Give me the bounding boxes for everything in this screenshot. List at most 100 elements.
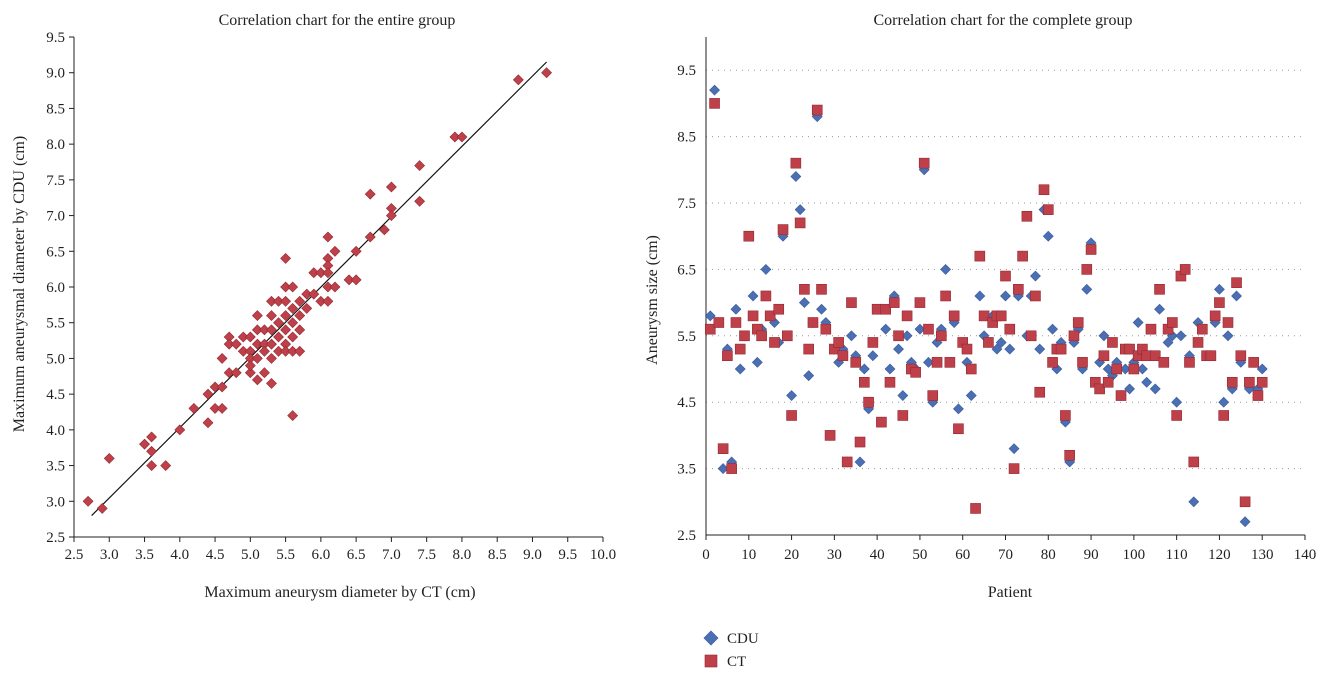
cdu-data-point (730, 303, 742, 315)
cdu-data-point (1098, 330, 1110, 342)
ct-data-point (1000, 270, 1011, 282)
left-data-point (456, 131, 468, 143)
left-x-tick-label: 10.0 (590, 547, 616, 563)
left-x-tick-label: 9.5 (558, 547, 577, 563)
ct-data-point (773, 303, 785, 315)
cdu-data-point (1047, 323, 1058, 335)
cdu-data-point (751, 356, 763, 368)
right-x-tick-label: 30 (827, 547, 842, 563)
left-data-point (294, 345, 306, 357)
left-data-point (301, 303, 313, 314)
ct-data-point (734, 343, 746, 355)
left-y-tick-label: 9.5 (46, 30, 65, 46)
right-y-tick-label: 3.5 (677, 462, 696, 478)
cdu-data-point (995, 337, 1007, 348)
ct-data-point (978, 310, 990, 322)
cdu-data-point (790, 171, 802, 182)
left-x-tick-label: 2.5 (65, 547, 84, 563)
ct-data-point (914, 297, 926, 308)
right-x-tick-label: 80 (1041, 547, 1056, 563)
cdu-data-point (798, 297, 810, 309)
left-data-point (385, 181, 397, 193)
left-data-point (280, 253, 292, 264)
ct-data-point (931, 357, 943, 368)
left-data-point (322, 295, 334, 307)
left-data-point (244, 360, 256, 371)
legend-label-ct: CT (727, 654, 746, 670)
cdu-data-point (1162, 337, 1174, 348)
ct-data-point (1226, 376, 1238, 388)
ct-data-point (709, 98, 720, 109)
left-data-point (364, 188, 376, 200)
left-chart-ticks: 2.5 3.0 3.5 4.0 4.5 5.0 5.5 6.0 6.5 7.0 7.5 8.0 8.5 9… (46, 30, 616, 563)
ct-data-point (1222, 317, 1234, 328)
left-x-tick-label: 4.0 (170, 547, 189, 563)
left-data-point (287, 281, 299, 293)
cdu-data-point (1008, 443, 1020, 455)
ct-data-point (1008, 463, 1020, 474)
ct-data-point (970, 503, 981, 514)
left-data-point (266, 378, 277, 389)
legend-item-cdu: CDU (703, 630, 759, 647)
right-chart-ticks: 2.5 3.5 4.5 5.5 6.5 7.5 8.5 9.5 0 10 20 30 40 50 60 70 8… (677, 63, 1316, 563)
ct-data-point (940, 290, 951, 302)
left-data-point (322, 231, 334, 243)
left-x-tick-label: 3.0 (100, 547, 119, 563)
ct-data-point (726, 463, 737, 474)
ct-data-point (1179, 264, 1191, 275)
left-data-point (308, 288, 320, 300)
ct-data-point (893, 330, 904, 342)
ct-data-point (876, 416, 887, 428)
legend-item-ct: CT (704, 654, 746, 670)
left-x-tick-label: 9.0 (523, 547, 542, 563)
right-x-tick-label: 20 (784, 547, 799, 563)
ct-data-point (1235, 350, 1247, 362)
left-data-point (273, 317, 284, 329)
right-y-tick-label: 9.5 (677, 63, 696, 79)
left-data-point (160, 460, 172, 471)
left-trendline (91, 61, 547, 516)
right-x-tick-label: 70 (998, 547, 1013, 563)
left-y-tick-label: 5.0 (46, 351, 65, 367)
cdu-data-point (760, 263, 772, 275)
ct-data-point (1077, 357, 1088, 368)
right-y-tick-label: 6.5 (677, 262, 696, 278)
ct-data-point (790, 157, 802, 169)
left-data-point (251, 374, 263, 386)
right-x-tick-label: 120 (1208, 547, 1231, 563)
left-data-point (414, 160, 426, 171)
left-data-point (280, 295, 292, 307)
left-data-point (294, 295, 306, 307)
cdu-data-point (1124, 383, 1136, 395)
cdu-data-point (1042, 230, 1054, 242)
left-x-tick-label: 6.0 (311, 547, 330, 563)
ct-data-point (786, 410, 797, 421)
legend-marker-ct (704, 654, 718, 668)
left-data-point (287, 331, 299, 343)
left-y-tick-label: 3.0 (46, 494, 65, 510)
ct-data-point (747, 310, 759, 322)
ct-data-point (1256, 376, 1268, 388)
ct-data-point (884, 376, 896, 388)
left-data-point (378, 224, 390, 236)
left-y-tick-label: 4.0 (46, 423, 65, 439)
left-data-point (103, 453, 115, 464)
left-data-point (188, 403, 200, 414)
legend: CDU CT (703, 630, 759, 670)
right-chart-axes (705, 37, 1305, 536)
left-data-point (174, 424, 186, 436)
left-data-point (364, 231, 376, 243)
ct-data-point (1030, 290, 1041, 302)
right-y-tick-label: 8.5 (677, 130, 696, 146)
left-data-point (322, 267, 334, 279)
left-chart-title: Correlation chart for the entire group (219, 12, 456, 29)
left-y-tick-label: 2.5 (46, 530, 65, 546)
ct-data-point (794, 217, 806, 229)
cdu-data-point (953, 403, 964, 415)
left-y-tick-label: 8.0 (46, 137, 65, 153)
ct-data-point (995, 310, 1007, 322)
ct-data-point (1102, 376, 1114, 388)
left-y-tick-label: 6.0 (46, 280, 65, 296)
left-data-point (273, 331, 284, 343)
